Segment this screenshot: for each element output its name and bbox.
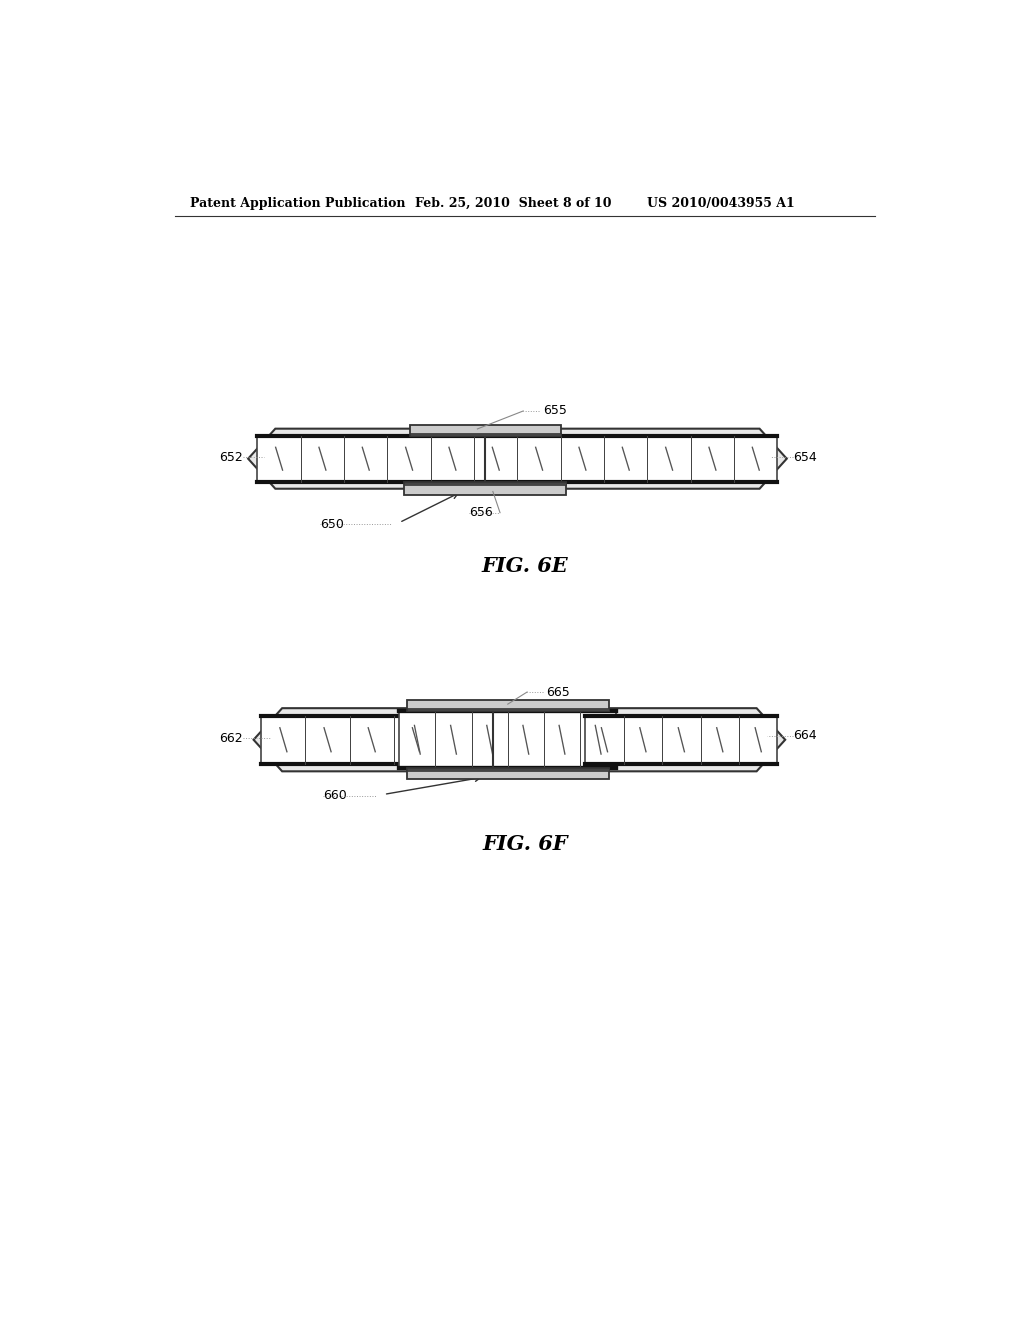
Bar [404,482,566,484]
Text: FIG. 6F: FIG. 6F [482,834,567,854]
Bar [404,482,566,495]
Bar [407,701,609,711]
Text: Patent Application Publication: Patent Application Publication [190,197,406,210]
Bar [399,711,616,768]
Bar [407,768,609,771]
Bar [407,709,609,711]
Text: US 2010/0043955 A1: US 2010/0043955 A1 [647,197,795,210]
Text: 662: 662 [219,731,243,744]
Text: 650: 650 [321,517,344,531]
Text: 656: 656 [469,506,493,519]
Text: 664: 664 [793,730,816,742]
Text: FIG. 6E: FIG. 6E [481,557,568,577]
Text: Feb. 25, 2010  Sheet 8 of 10: Feb. 25, 2010 Sheet 8 of 10 [415,197,611,210]
Bar [410,425,560,436]
Polygon shape [578,708,785,771]
Polygon shape [395,702,621,777]
Text: 654: 654 [793,450,817,463]
Text: 652: 652 [219,450,243,463]
Bar [410,433,560,436]
Bar [407,768,609,779]
Text: 655: 655 [543,404,566,417]
Text: 665: 665 [547,685,570,698]
Polygon shape [248,429,786,488]
Bar [586,715,777,764]
Bar [261,715,438,764]
Polygon shape [254,708,445,771]
Bar [257,436,777,482]
Text: 660: 660 [324,789,347,803]
